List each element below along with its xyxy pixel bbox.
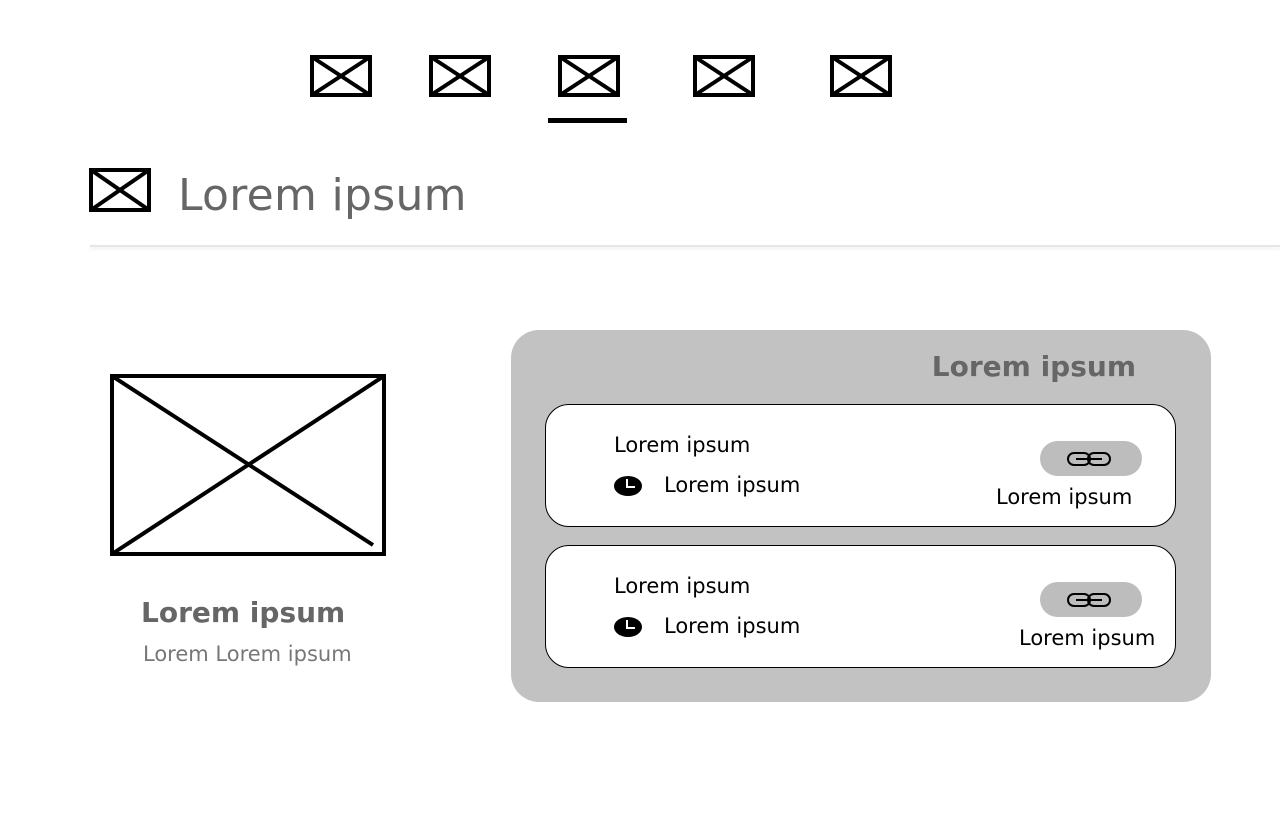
image-placeholder-icon xyxy=(89,168,151,212)
image-placeholder-icon xyxy=(693,55,755,97)
tab-1[interactable] xyxy=(308,52,374,102)
selected-tab-indicator xyxy=(548,118,627,123)
card-title: Lorem ipsum xyxy=(614,433,751,457)
link-icon xyxy=(1067,593,1111,607)
card-time: Lorem ipsum xyxy=(664,473,801,497)
image-placeholder-icon xyxy=(429,55,491,97)
clock-icon xyxy=(614,476,642,496)
image-placeholder-icon xyxy=(830,55,892,97)
tab-2[interactable] xyxy=(427,52,493,102)
card-title: Lorem ipsum xyxy=(614,574,751,598)
page-title: Lorem ipsum xyxy=(178,170,467,221)
events-panel: Lorem ipsum Lorem ipsum Lorem ipsum Lore… xyxy=(511,330,1211,702)
title-divider xyxy=(90,245,1280,247)
tab-3[interactable] xyxy=(556,52,622,102)
tab-4[interactable] xyxy=(691,52,757,102)
panel-title: Lorem ipsum xyxy=(931,350,1136,383)
clock-icon xyxy=(614,617,642,637)
tab-5[interactable] xyxy=(828,52,894,102)
link-icon xyxy=(1067,452,1111,466)
event-card[interactable]: Lorem ipsum Lorem ipsum Lorem ipsum xyxy=(545,404,1176,527)
image-placeholder-icon xyxy=(558,55,620,97)
link-button[interactable] xyxy=(1040,441,1142,476)
link-label: Lorem ipsum xyxy=(996,485,1133,509)
image-placeholder-icon xyxy=(110,374,386,556)
link-label: Lorem ipsum xyxy=(1019,626,1156,650)
profile-name: Lorem ipsum xyxy=(141,596,346,629)
event-card[interactable]: Lorem ipsum Lorem ipsum Lorem ipsum xyxy=(545,545,1176,668)
image-placeholder-icon xyxy=(310,55,372,97)
card-time: Lorem ipsum xyxy=(664,614,801,638)
link-button[interactable] xyxy=(1040,582,1142,617)
profile-subtitle: Lorem Lorem ipsum xyxy=(143,642,352,666)
